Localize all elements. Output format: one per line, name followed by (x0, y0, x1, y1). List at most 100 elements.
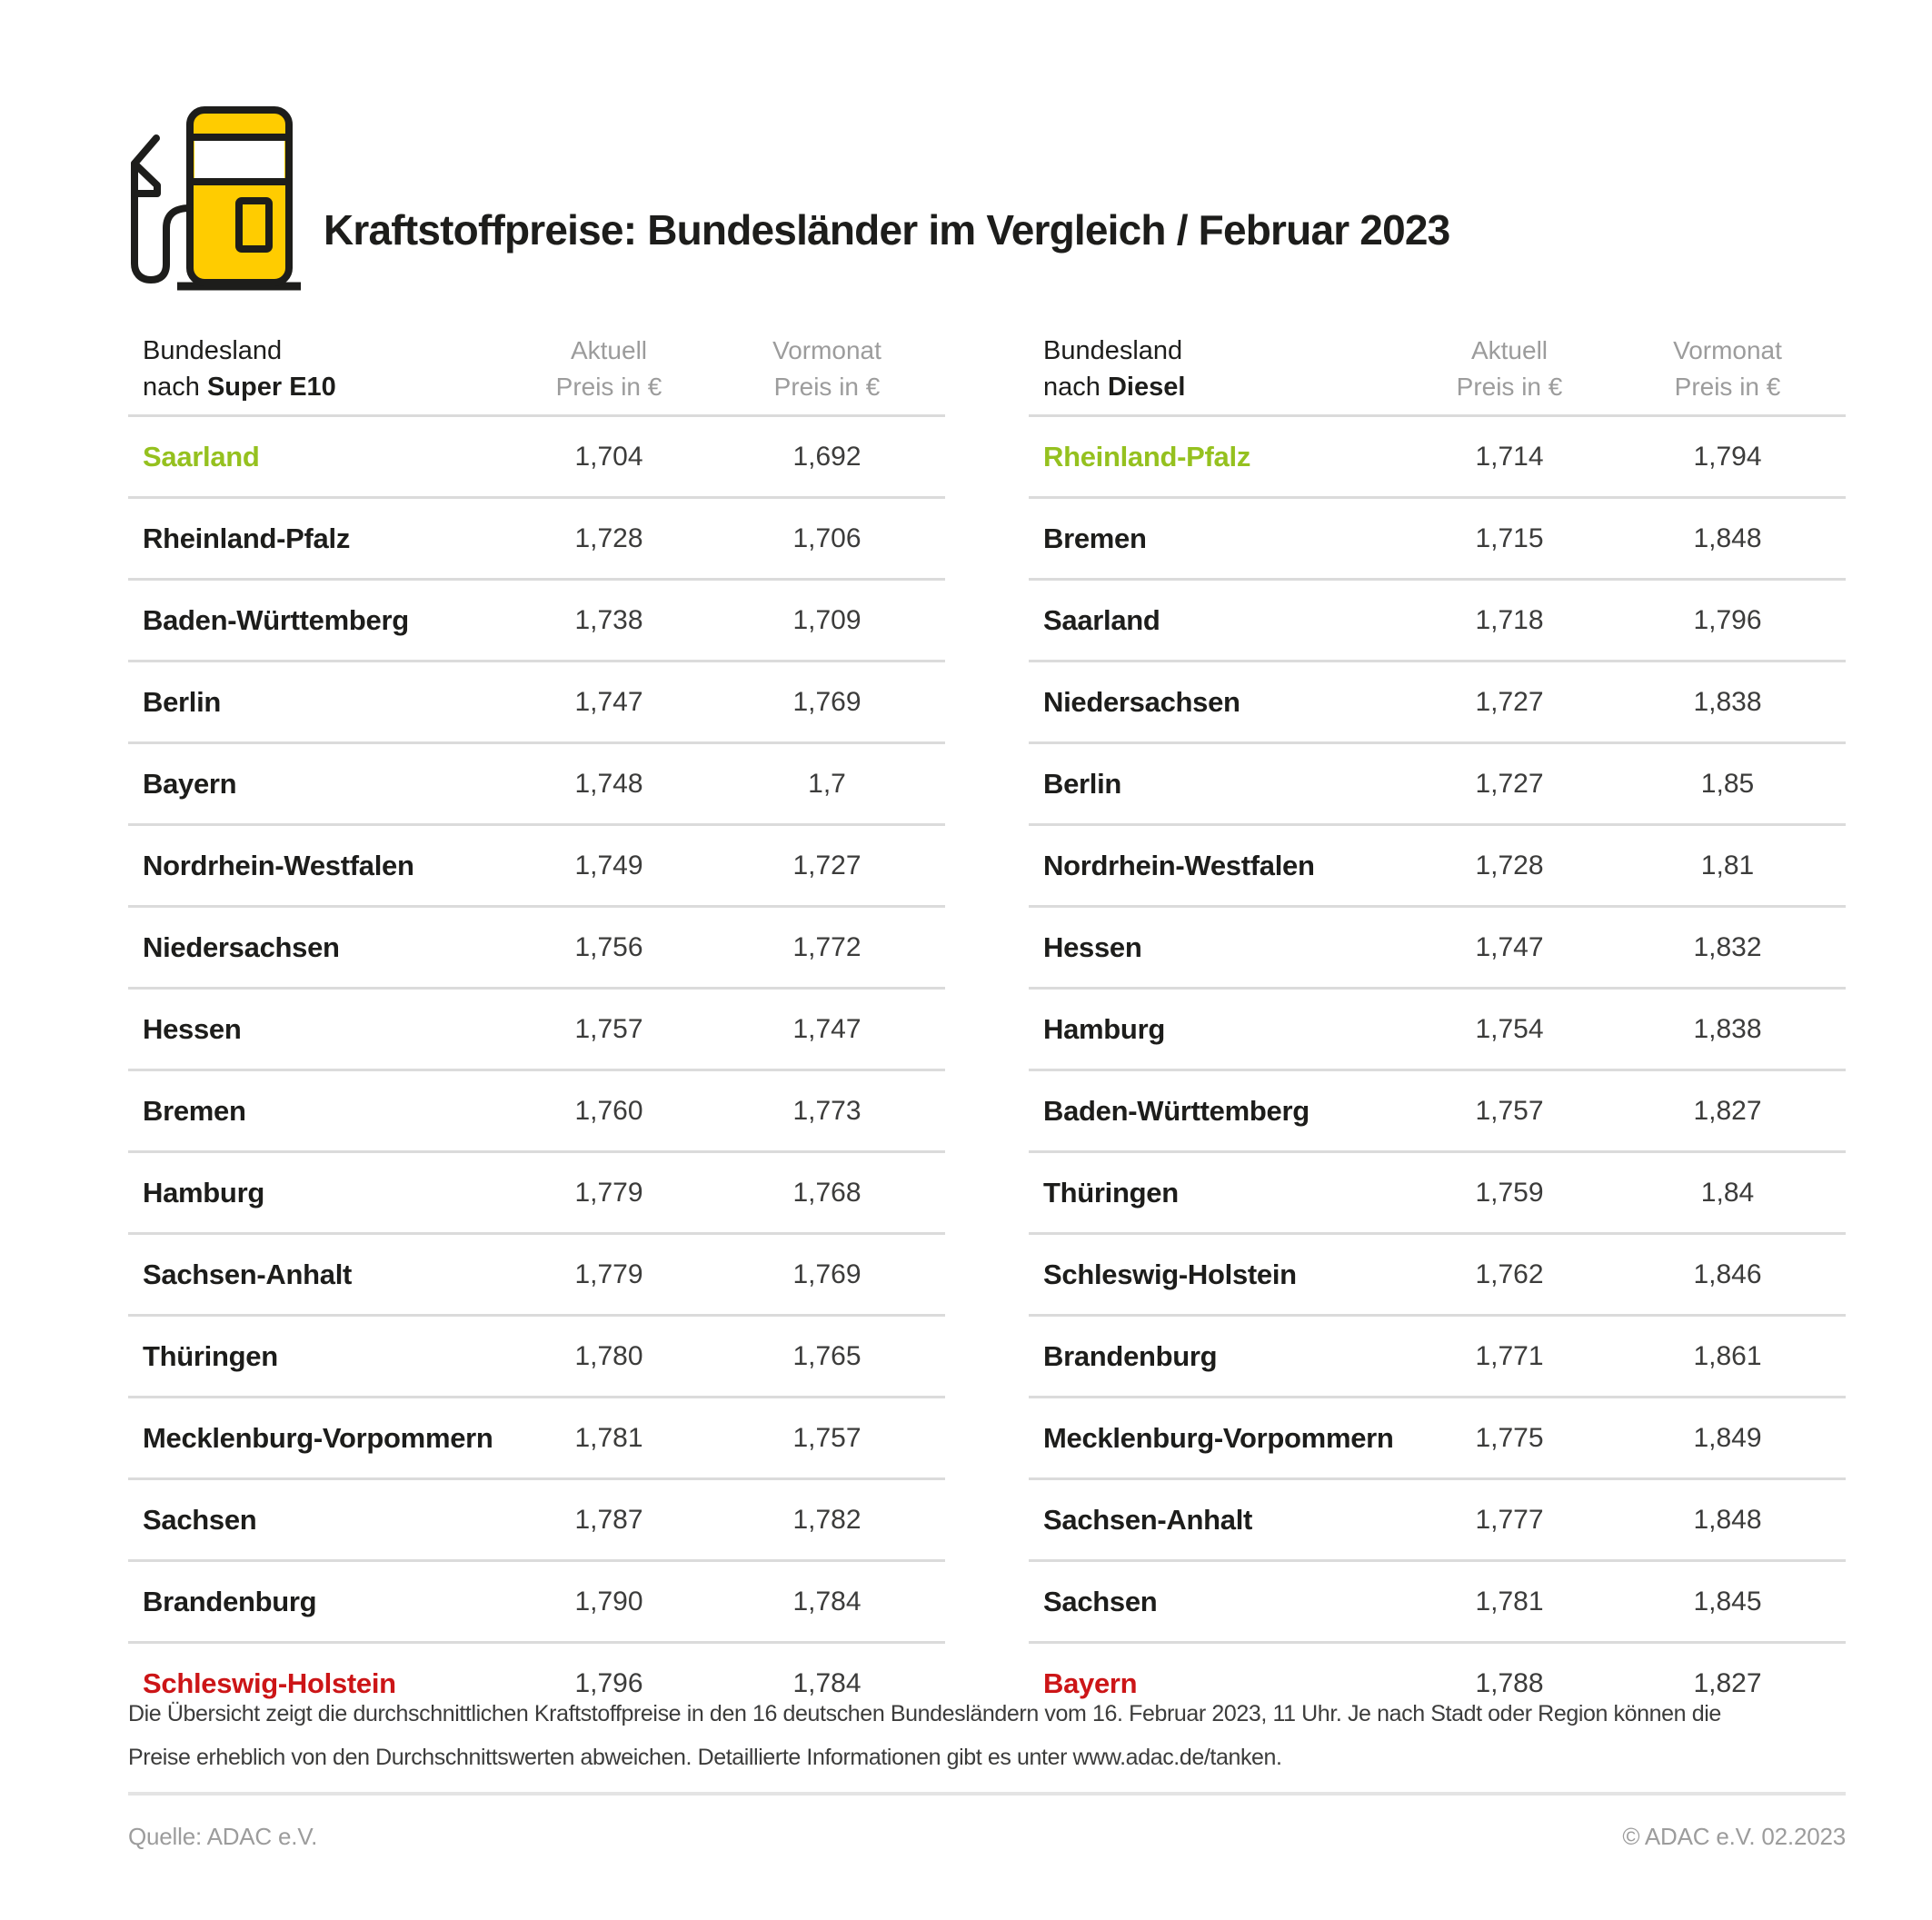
state-name: Sachsen-Anhalt (1043, 1503, 1253, 1536)
table-row: Brandenburg 1,790 1,784 (128, 1559, 945, 1641)
price-previous: 1,768 (792, 1177, 861, 1208)
table-row: Sachsen-Anhalt 1,779 1,769 (128, 1232, 945, 1314)
price-current: 1,796 (574, 1667, 643, 1698)
price-current: 1,779 (574, 1177, 643, 1208)
table-row: Mecklenburg-Vorpommern 1,775 1,849 (1029, 1396, 1846, 1477)
price-current: 1,788 (1475, 1667, 1544, 1698)
price-previous: 1,709 (792, 604, 861, 635)
state-name: Niedersachsen (1043, 685, 1240, 718)
tables-container: Bundesland nach Super E10 Aktuell Preis … (128, 333, 1846, 1723)
price-previous: 1,706 (792, 522, 861, 553)
state-name: Mecklenburg-Vorpommern (1043, 1421, 1394, 1454)
table-row: Berlin 1,747 1,769 (128, 660, 945, 741)
price-previous: 1,848 (1693, 522, 1762, 553)
table-row: Thüringen 1,759 1,84 (1029, 1150, 1846, 1232)
table-row: Brandenburg 1,771 1,861 (1029, 1314, 1846, 1396)
price-current: 1,775 (1475, 1422, 1544, 1453)
state-name: Baden-Württemberg (1043, 1094, 1310, 1127)
state-name: Nordrhein-Westfalen (1043, 849, 1315, 881)
price-previous: 1,773 (792, 1095, 861, 1126)
price-previous: 1,765 (792, 1340, 861, 1371)
source-label: Quelle: ADAC e.V. (128, 1823, 318, 1850)
table-row: Hessen 1,747 1,832 (1029, 905, 1846, 987)
price-previous: 1,784 (792, 1586, 861, 1617)
state-name: Bayern (1043, 1666, 1138, 1699)
table-row: Saarland 1,718 1,796 (1029, 578, 1846, 660)
price-previous: 1,81 (1700, 850, 1755, 880)
price-current: 1,781 (574, 1422, 643, 1453)
column-header-aktuell: Aktuell Preis in € (555, 336, 662, 401)
column-header-vormonat: Vormonat Preis in € (1673, 336, 1782, 401)
footnote-line2: Preise erheblich von den Durchschnittswe… (128, 1745, 1282, 1770)
state-name: Brandenburg (143, 1585, 317, 1617)
price-current: 1,771 (1475, 1340, 1544, 1371)
price-table: Bundesland nach Super E10 Aktuell Preis … (128, 333, 945, 1723)
price-previous: 1,846 (1693, 1258, 1762, 1289)
price-previous: 1,84 (1700, 1177, 1755, 1208)
header-line2: nach Super E10 (143, 373, 336, 402)
price-current: 1,728 (574, 522, 643, 553)
state-name: Schleswig-Holstein (143, 1666, 396, 1699)
state-name: Bremen (1043, 522, 1147, 554)
state-name: Sachsen-Anhalt (143, 1258, 353, 1290)
price-previous: 1,838 (1693, 1013, 1762, 1044)
footnote: Die Übersicht zeigt die durchschnittlich… (128, 1692, 1932, 1779)
price-current: 1,754 (1475, 1013, 1544, 1044)
price-previous: 1,796 (1693, 604, 1762, 635)
price-current: 1,781 (1475, 1586, 1544, 1617)
price-current: 1,780 (574, 1340, 643, 1371)
table-row: Schleswig-Holstein 1,762 1,846 (1029, 1232, 1846, 1314)
state-name: Berlin (1043, 767, 1122, 800)
table-row: Nordrhein-Westfalen 1,728 1,81 (1029, 823, 1846, 905)
state-name: Nordrhein-Westfalen (143, 849, 414, 881)
table-row: Bremen 1,715 1,848 (1029, 496, 1846, 578)
table-row: Baden-Württemberg 1,757 1,827 (1029, 1069, 1846, 1150)
table-header: Bundesland nach Diesel Aktuell Preis in … (1029, 333, 1846, 414)
table-row: Thüringen 1,780 1,765 (128, 1314, 945, 1396)
state-name: Thüringen (1043, 1176, 1179, 1209)
price-current: 1,718 (1475, 604, 1544, 635)
price-current: 1,748 (574, 768, 643, 799)
table-row: Berlin 1,727 1,85 (1029, 741, 1846, 823)
state-name: Berlin (143, 685, 222, 718)
price-previous: 1,692 (792, 441, 861, 472)
price-current: 1,757 (574, 1013, 643, 1044)
price-previous: 1,848 (1693, 1504, 1762, 1535)
table-row: Hessen 1,757 1,747 (128, 987, 945, 1069)
table-row: Baden-Württemberg 1,738 1,709 (128, 578, 945, 660)
header-line2: nach Diesel (1043, 373, 1186, 402)
state-name: Bayern (143, 767, 237, 800)
state-name: Thüringen (143, 1339, 278, 1372)
price-current: 1,777 (1475, 1504, 1544, 1535)
price-current: 1,715 (1475, 522, 1544, 553)
price-previous: 1,849 (1693, 1422, 1762, 1453)
state-name: Sachsen (143, 1503, 257, 1536)
table-row: Schleswig-Holstein 1,796 1,784 (128, 1641, 945, 1723)
state-name: Rheinland-Pfalz (143, 522, 351, 554)
state-name: Baden-Württemberg (143, 603, 409, 636)
state-name: Hessen (143, 1012, 242, 1045)
footnote-line1: Die Übersicht zeigt die durchschnittlich… (128, 1701, 1721, 1726)
column-header-vormonat: Vormonat Preis in € (772, 336, 881, 401)
source-row: Quelle: ADAC e.V. © ADAC e.V. 02.2023 (128, 1823, 1846, 1851)
table-row: Bayern 1,748 1,7 (128, 741, 945, 823)
table-row: Rheinland-Pfalz 1,714 1,794 (1029, 414, 1846, 496)
price-current: 1,704 (574, 441, 643, 472)
price-current: 1,757 (1475, 1095, 1544, 1126)
price-current: 1,762 (1475, 1258, 1544, 1289)
price-previous: 1,784 (792, 1667, 861, 1698)
state-name: Sachsen (1043, 1585, 1158, 1617)
price-current: 1,760 (574, 1095, 643, 1126)
table-row: Bremen 1,760 1,773 (128, 1069, 945, 1150)
table-row: Saarland 1,704 1,692 (128, 414, 945, 496)
footer-divider (128, 1792, 1846, 1796)
price-current: 1,759 (1475, 1177, 1544, 1208)
price-previous: 1,757 (792, 1422, 861, 1453)
price-current: 1,749 (574, 850, 643, 880)
price-previous: 1,7 (808, 768, 846, 799)
table-row: Sachsen 1,781 1,845 (1029, 1559, 1846, 1641)
price-current: 1,747 (574, 686, 643, 717)
price-current: 1,790 (574, 1586, 643, 1617)
state-name: Brandenburg (1043, 1339, 1218, 1372)
